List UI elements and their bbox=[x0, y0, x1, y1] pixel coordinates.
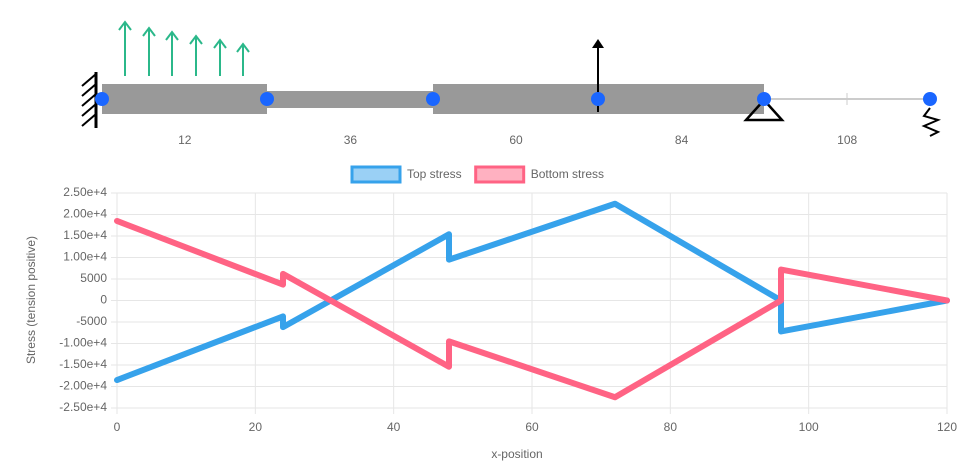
series-line bbox=[114, 217, 950, 401]
distributed-load bbox=[118, 20, 250, 76]
nodes bbox=[95, 92, 937, 106]
beam-position-label: 36 bbox=[344, 133, 358, 147]
y-tick-label: -1.50e+4 bbox=[59, 357, 107, 371]
x-tick-label: 120 bbox=[937, 420, 957, 434]
x-tick-label: 100 bbox=[799, 420, 819, 434]
legend-swatch bbox=[474, 165, 526, 184]
series-line bbox=[114, 200, 950, 384]
y-tick-label: 1.50e+4 bbox=[63, 228, 107, 242]
y-tick-label: -1.00e+4 bbox=[59, 336, 107, 350]
y-tick-label: -5000 bbox=[76, 314, 107, 328]
legend-label: Bottom stress bbox=[531, 167, 604, 181]
y-tick-label: 1.00e+4 bbox=[63, 250, 107, 264]
y-tick-label: -2.00e+4 bbox=[59, 379, 107, 393]
hatch bbox=[81, 73, 97, 127]
y-tick-label: 5000 bbox=[80, 271, 107, 285]
y-tick-label: 2.50e+4 bbox=[63, 185, 107, 199]
x-tick-label: 20 bbox=[249, 420, 263, 434]
y-tick-label: 0 bbox=[100, 293, 107, 307]
y-tick-label: -2.50e+4 bbox=[59, 400, 107, 414]
y-axis-title: Stress (tension positive) bbox=[24, 236, 38, 364]
beam-diagram bbox=[81, 20, 941, 137]
legend-swatch bbox=[350, 165, 402, 184]
beam-position-label: 84 bbox=[675, 133, 689, 147]
x-tick-label: 80 bbox=[664, 420, 678, 434]
legend-label: Top stress bbox=[407, 167, 462, 181]
beam-position-label: 60 bbox=[509, 133, 523, 147]
beam-position-label: 108 bbox=[837, 133, 857, 147]
x-tick-label: 0 bbox=[114, 420, 121, 434]
spring-support bbox=[921, 107, 941, 137]
pin-support bbox=[743, 98, 785, 122]
x-tick-label: 60 bbox=[525, 420, 539, 434]
beam-segment bbox=[102, 84, 267, 114]
y-tick-label: 2.00e+4 bbox=[63, 207, 107, 221]
x-tick-label: 40 bbox=[387, 420, 401, 434]
x-axis-title: x-position bbox=[491, 447, 542, 461]
beam-position-label: 12 bbox=[178, 133, 192, 147]
beam-segment bbox=[267, 91, 433, 108]
